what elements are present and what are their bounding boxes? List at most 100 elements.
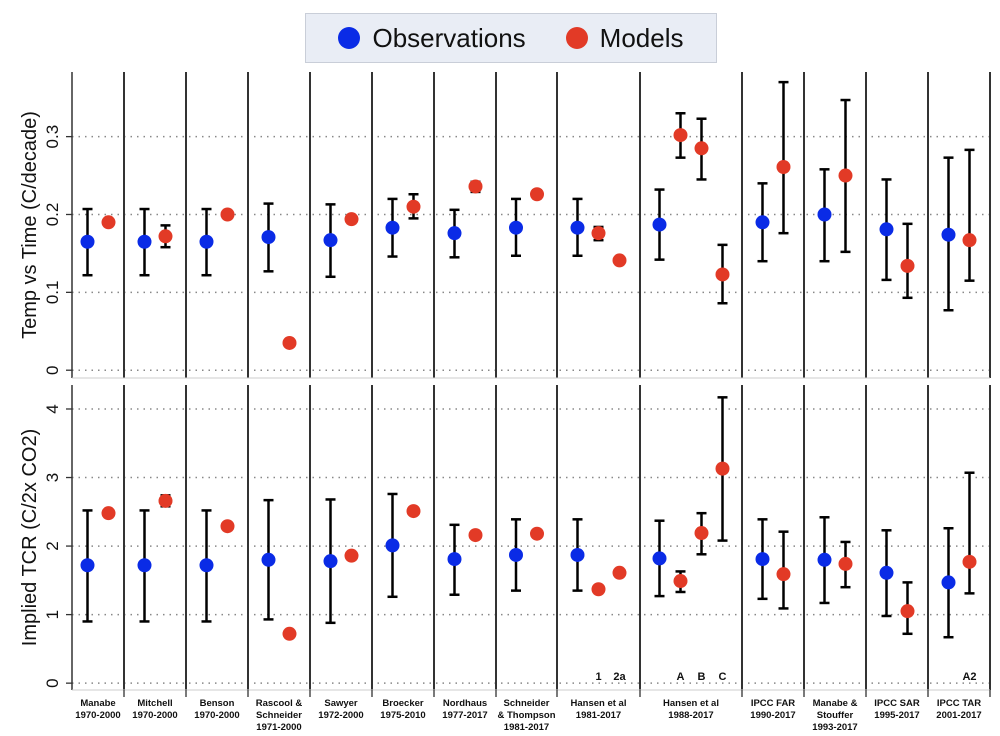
group-label: 1971-2000 (256, 722, 301, 733)
legend-label-observations: Observations (372, 22, 526, 53)
group-label: Hansen et al (571, 698, 627, 709)
group-label: & Thompson (497, 710, 555, 721)
group-label: 1981-2017 (504, 722, 549, 733)
observation-point (570, 220, 585, 235)
y-tick-label: 3 (43, 473, 62, 482)
model-point (838, 556, 853, 571)
model-point (530, 187, 544, 202)
model-point (591, 582, 606, 597)
observation-point (199, 558, 214, 573)
observation-point (941, 575, 956, 590)
observation-point (879, 565, 894, 580)
legend-label-models: Models (599, 22, 684, 53)
group-label: 1993-2017 (812, 722, 857, 733)
model-scenario-label: A (677, 671, 685, 683)
model-point (101, 215, 116, 230)
group-label: 1970-2000 (75, 710, 120, 721)
model-point (468, 179, 483, 194)
model-point (530, 526, 544, 541)
group-label: 1977-2017 (442, 710, 487, 721)
observations-marker-icon (338, 27, 361, 49)
observation-point (447, 552, 462, 567)
group-label: 1995-2017 (874, 710, 919, 721)
y-tick-label: 0 (43, 365, 62, 374)
model-point (158, 493, 173, 508)
model-point (715, 461, 730, 476)
observation-point (755, 552, 770, 567)
observation-point (323, 233, 338, 248)
model-point (344, 212, 359, 227)
group-label: IPCC SAR (874, 698, 920, 709)
model-scenario-label: A2 (962, 671, 976, 683)
observation-point (447, 226, 462, 241)
model-point (673, 574, 688, 589)
group-label: Stouffer (817, 710, 854, 721)
legend-item-observations: Observations (338, 22, 526, 54)
model-point (591, 226, 606, 241)
model-point (282, 335, 297, 350)
group-label: Schneider (504, 698, 550, 709)
observation-point (80, 558, 95, 573)
group-label: Schneider (256, 710, 302, 721)
group-label: Benson (200, 698, 235, 709)
observation-point (652, 217, 667, 232)
group-label: 1970-2000 (194, 710, 239, 721)
model-point (158, 229, 173, 244)
group-label: 2001-2017 (936, 710, 981, 721)
observation-point (137, 234, 152, 249)
observation-point (80, 234, 95, 249)
model-scenario-label: 2a (613, 671, 626, 683)
group-label: IPCC FAR (751, 698, 795, 709)
model-scenario-label: C (719, 671, 727, 683)
model-point (468, 528, 483, 543)
y-tick-label: 1 (43, 610, 62, 619)
model-point (612, 565, 627, 580)
observation-point (755, 215, 770, 230)
bottom-panel: 0 1 2 3 4 Implied TCR (C/2x CO2) (19, 385, 991, 691)
y-tick-label: 4 (43, 404, 62, 413)
model-point (220, 207, 235, 222)
observation-point (817, 552, 832, 567)
y-tick-label: 2 (43, 541, 62, 550)
legend: Observations Models (305, 13, 717, 63)
observation-point (652, 551, 667, 566)
observation-point (385, 220, 400, 235)
legend-item-models: Models (565, 22, 684, 54)
model-point (406, 199, 421, 214)
group-label: Hansen et al (663, 698, 719, 709)
models-marker-icon (565, 27, 588, 49)
observation-point (261, 230, 276, 245)
model-point (962, 233, 977, 248)
model-point (406, 504, 421, 519)
model-scenario-label: B (698, 671, 706, 683)
group-label: Nordhaus (443, 698, 487, 709)
observation-point (941, 227, 956, 242)
model-point (344, 548, 359, 563)
observation-point (879, 222, 894, 237)
model-point (776, 159, 791, 174)
model-point (220, 519, 235, 534)
model-point (612, 253, 627, 268)
model-point (282, 626, 297, 641)
model-point (838, 168, 853, 183)
observation-point (323, 554, 338, 569)
model-point (962, 554, 977, 569)
observation-point (137, 558, 152, 573)
observation-point (199, 234, 214, 249)
model-point (694, 526, 709, 541)
top-y-axis-label: Temp vs Time (C/decade) (19, 111, 41, 339)
group-label: Broecker (382, 698, 423, 709)
